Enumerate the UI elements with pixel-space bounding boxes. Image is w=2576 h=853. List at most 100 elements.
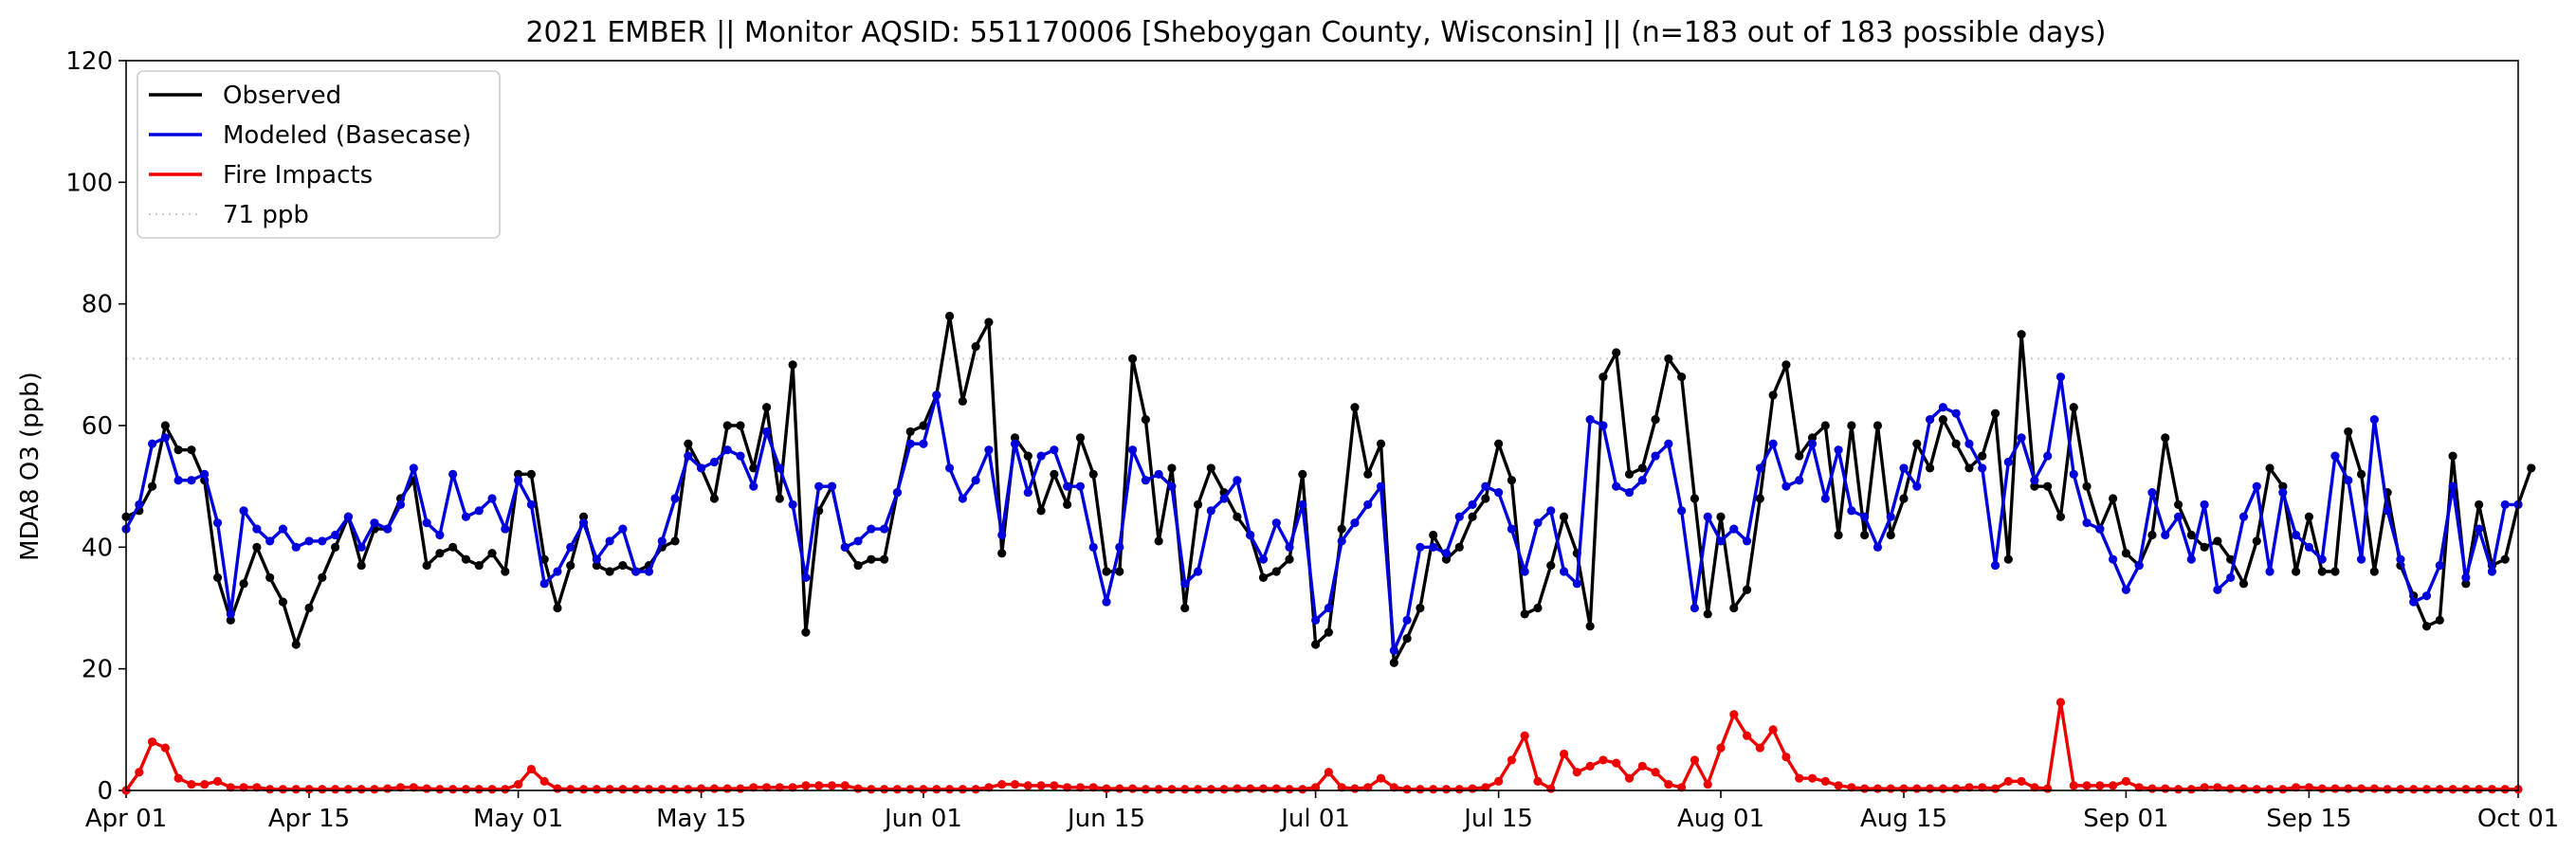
data-point: [566, 560, 575, 571]
data-point: [1742, 536, 1752, 546]
data-point: [1454, 542, 1464, 552]
data-point: [736, 784, 745, 793]
data-point: [304, 785, 314, 794]
data-point: [474, 560, 484, 571]
data-point: [761, 426, 772, 437]
data-point: [1429, 542, 1438, 552]
data-point: [553, 603, 562, 613]
data-point: [2421, 622, 2432, 631]
data-point: [1834, 530, 1843, 540]
data-point: [1834, 781, 1843, 790]
data-point: [1441, 549, 1452, 558]
data-point: [684, 439, 693, 448]
data-point: [1141, 785, 1150, 794]
data-point: [2500, 499, 2510, 510]
data-point: [1363, 783, 1373, 792]
data-point: [1206, 463, 1215, 473]
data-point: [1141, 414, 1150, 425]
data-point: [1050, 469, 1059, 479]
data-point: [1925, 784, 1935, 793]
data-point: [684, 785, 693, 794]
data-point: [1271, 567, 1281, 576]
data-point: [592, 560, 601, 571]
data-point: [1206, 785, 1215, 794]
data-point: [1271, 784, 1281, 793]
data-point: [1925, 414, 1935, 425]
data-point: [1036, 781, 1046, 790]
data-point: [840, 781, 850, 790]
data-point: [448, 542, 458, 552]
data-point: [2017, 776, 2026, 786]
data-point: [1154, 469, 1163, 479]
data-point: [2344, 784, 2353, 793]
legend-label: Observed: [223, 82, 341, 110]
data-point: [1233, 784, 1242, 793]
data-point: [2317, 554, 2327, 564]
data-point: [2421, 785, 2432, 794]
data-point: [187, 445, 196, 455]
data-point: [1559, 567, 1569, 576]
data-point: [1938, 414, 1947, 425]
data-point: [2082, 518, 2092, 528]
data-point: [1899, 463, 1909, 473]
data-point: [1795, 451, 1804, 461]
data-point: [291, 785, 301, 794]
data-point: [1454, 785, 1464, 794]
data-point: [2448, 785, 2457, 794]
data-point: [1912, 784, 1922, 793]
data-point: [2213, 783, 2222, 792]
data-point: [775, 494, 784, 503]
data-point: [356, 560, 366, 571]
data-point: [1036, 451, 1046, 461]
y-tick-label: 120: [65, 47, 113, 76]
data-point: [1860, 530, 1870, 540]
data-point: [526, 499, 536, 510]
data-point: [2069, 781, 2078, 790]
data-point: [2461, 579, 2471, 589]
data-point: [1233, 476, 1242, 485]
data-point: [2409, 785, 2419, 794]
data-point: [1337, 536, 1346, 546]
data-point: [2238, 784, 2249, 793]
data-point: [2017, 330, 2026, 339]
data-point: [1298, 499, 1307, 510]
data-point: [239, 579, 248, 589]
data-point: [395, 499, 406, 510]
data-point: [226, 783, 235, 792]
data-point: [2003, 554, 2013, 564]
data-point: [1729, 524, 1739, 534]
y-tick-label: 0: [97, 777, 113, 806]
data-point: [2147, 530, 2157, 540]
data-point: [1742, 585, 1752, 594]
data-point: [1246, 784, 1255, 793]
series-modeled-basecase: [121, 372, 2523, 656]
data-point: [1690, 755, 1700, 765]
x-axis: Apr 01 Apr 15 May 01 May 15 Jun 01 Jun 15 Jul …: [85, 790, 2559, 833]
data-point: [2147, 784, 2157, 793]
data-point: [539, 776, 549, 786]
x-tick-label: Jul 15: [1462, 805, 1533, 833]
data-point: [2435, 560, 2444, 571]
data-point: [631, 785, 641, 794]
data-point: [1781, 753, 1791, 762]
data-point: [670, 785, 680, 794]
data-point: [1063, 481, 1072, 491]
data-point: [997, 779, 1007, 789]
data-point: [697, 463, 706, 473]
data-point: [1311, 783, 1321, 792]
data-point: [1520, 609, 1529, 619]
data-point: [435, 530, 445, 540]
data-point: [958, 494, 967, 503]
data-point: [330, 542, 340, 552]
data-point: [788, 783, 797, 792]
data-point: [422, 784, 431, 793]
data-point: [670, 494, 680, 503]
data-point: [1429, 530, 1438, 540]
data-point: [2161, 433, 2170, 443]
data-point: [2344, 476, 2353, 485]
data-point: [1416, 603, 1425, 613]
data-point: [605, 536, 614, 546]
data-point: [814, 481, 824, 491]
data-point: [1716, 536, 1726, 546]
data-point: [1193, 567, 1203, 576]
